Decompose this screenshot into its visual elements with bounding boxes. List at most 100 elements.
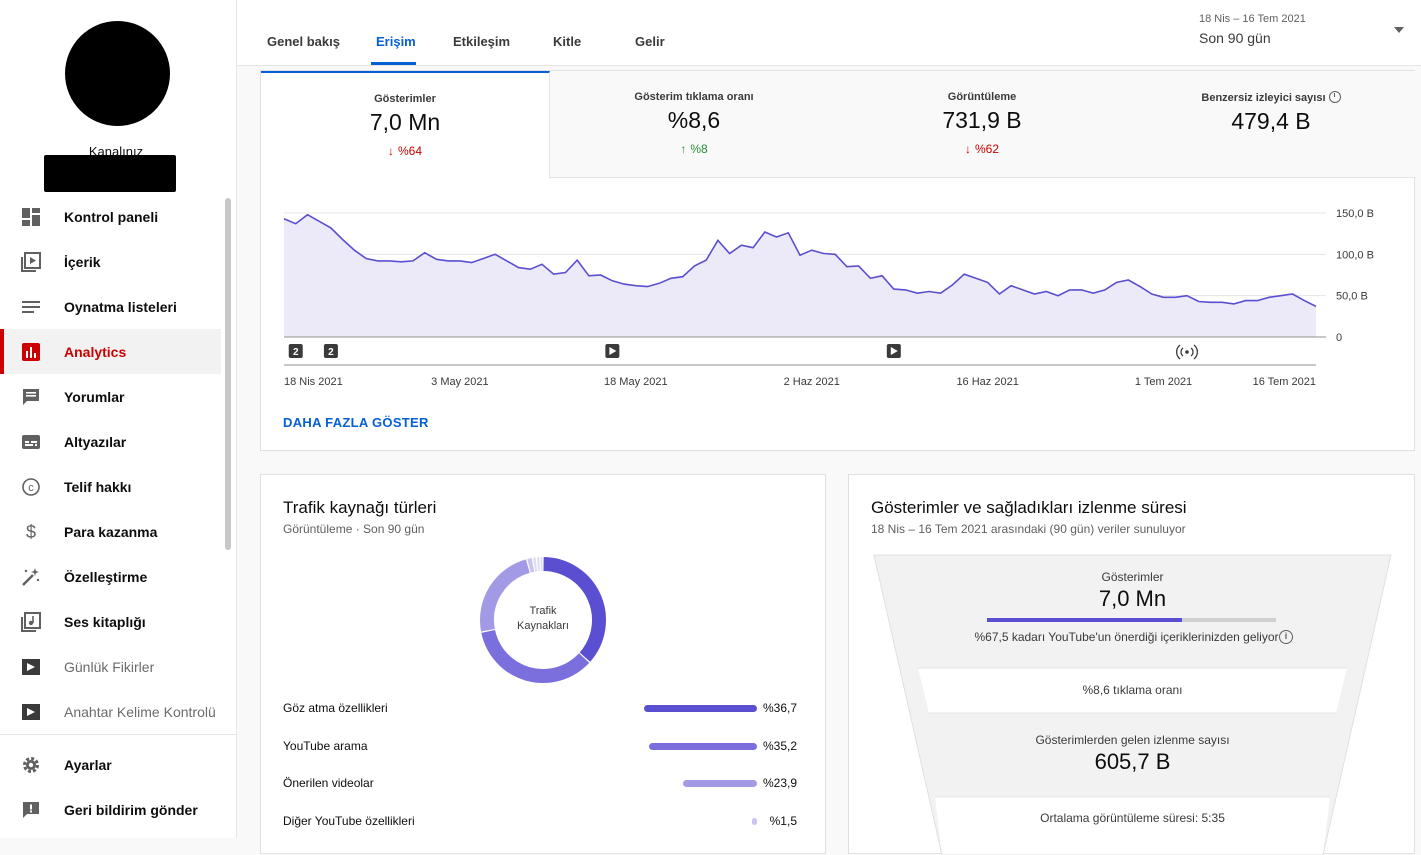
sidebar-scrollbar[interactable]	[225, 198, 231, 550]
traffic-source-value: %1,5	[770, 814, 797, 828]
metric-unique-viewers[interactable]: Benzersiz izleyici sayısı 479,4 B	[1126, 71, 1416, 178]
funnel-avg-duration: Ortalama görüntüleme süresi: 5:35	[849, 811, 1416, 825]
traffic-source-row[interactable]: Önerilen videolar%23,9	[283, 776, 805, 796]
metric-delta-value: %64	[398, 144, 422, 158]
channel-avatar[interactable]	[65, 21, 170, 126]
sidebar-item-label: Telif hakkı	[64, 479, 131, 495]
traffic-source-label: Diğer YouTube özellikleri	[283, 814, 415, 828]
sidebar-item-label: Altyazılar	[64, 434, 126, 450]
publish-count-icon[interactable]: 2	[324, 344, 338, 358]
metric-views[interactable]: Görüntüleme 731,9 B ↓%62	[838, 71, 1127, 178]
metric-label: Gösterimler	[261, 93, 549, 105]
sidebar-item-monetization[interactable]: $ Para kazanma	[0, 509, 221, 554]
y-tick-label: 150,0 B	[1336, 208, 1374, 220]
sidebar-item-copyright[interactable]: c Telif hakkı	[0, 464, 221, 509]
chevron-down-icon[interactable]	[1394, 27, 1404, 33]
metric-label-text: Benzersiz izleyici sayısı	[1201, 92, 1325, 104]
marker-count-label: 2	[293, 347, 299, 358]
svg-text:c: c	[28, 482, 34, 494]
sidebar-item-feedback[interactable]: Geri bildirim gönder	[0, 787, 221, 832]
sidebar-item-content[interactable]: İçerik	[0, 239, 221, 284]
funnel-impressions-value: 7,0 Mn	[849, 586, 1416, 612]
arrow-up-icon: ↑	[680, 142, 686, 156]
video-play-icon[interactable]	[605, 344, 619, 358]
sidebar-item-comments[interactable]: Yorumlar	[0, 374, 221, 419]
traffic-source-bar	[752, 818, 757, 825]
traffic-source-row[interactable]: YouTube arama %35,2	[283, 739, 805, 759]
metric-delta: ↓%64	[261, 144, 549, 158]
metric-delta-value: %8	[690, 142, 707, 156]
y-tick-label: 100,0 B	[1336, 249, 1374, 261]
metric-impressions[interactable]: Gösterimler 7,0 Mn ↓%64	[261, 71, 550, 178]
sidebar-item-keyword-check[interactable]: Anahtar Kelime Kontrolü	[0, 689, 221, 734]
comments-icon	[20, 386, 42, 408]
sidebar-item-label: Analytics	[64, 344, 126, 360]
metric-delta: ↑ %8	[550, 142, 838, 156]
traffic-source-card: Trafik kaynağı türleri Görüntüleme · Son…	[260, 474, 826, 854]
tab-audience[interactable]: Kitle	[553, 34, 581, 49]
analytics-tab-bar: Genel bakış Erişim Etkileşim Kitle Gelir…	[237, 0, 1421, 66]
sidebar-item-audio-library[interactable]: Ses kitaplığı	[0, 599, 221, 644]
publish-count-icon[interactable]: 2	[289, 344, 303, 358]
funnel-views-value: 605,7 B	[849, 749, 1416, 775]
tab-engagement[interactable]: Etkileşim	[453, 34, 510, 49]
svg-text:$: $	[26, 522, 36, 542]
sidebar-item-label: Ses kitaplığı	[64, 614, 146, 630]
tab-overview[interactable]: Genel bakış	[267, 34, 340, 49]
x-tick-label: 3 May 2021	[431, 376, 488, 388]
analytics-icon	[20, 341, 42, 363]
y-tick-label: 0	[1336, 332, 1342, 344]
metric-value: %8,6	[550, 107, 838, 134]
metric-label: Gösterim tıklama oranı	[550, 91, 838, 103]
sidebar: Kanalınız Kontrol paneli İçerik Oynatma …	[0, 0, 237, 838]
tab-revenue[interactable]: Gelir	[635, 34, 665, 49]
arrow-down-icon: ↓	[965, 142, 971, 156]
sidebar-item-daily-ideas[interactable]: Günlük Fikirler	[0, 644, 221, 689]
x-tick-label: 18 May 2021	[604, 376, 668, 388]
impressions-line-chart: 150,0 B 100,0 B 50,0 B 0 2 2 18 Nis 2021 3 May …	[261, 178, 1416, 408]
traffic-source-bar	[644, 705, 757, 712]
traffic-source-row[interactable]: Diğer YouTube özellikleri %1,5	[283, 814, 805, 834]
x-tick-label: 16 Tem 2021	[1253, 376, 1316, 388]
metric-ctr[interactable]: Gösterim tıklama oranı %8,6 ↑ %8	[550, 71, 839, 178]
traffic-source-row[interactable]: Göz atma özellikleri%36,7	[283, 701, 805, 721]
funnel-recommended-text: %67,5 kadarı YouTube'un önerdiği içerikl…	[849, 630, 1404, 644]
marker-count-label: 2	[328, 347, 334, 358]
funnel-impressions-label: Gösterimler	[849, 570, 1416, 584]
traffic-source-value: %36,7	[763, 701, 797, 715]
traffic-source-label: YouTube arama	[283, 739, 368, 753]
playlist-icon	[20, 296, 42, 318]
audio-library-icon	[20, 611, 42, 633]
feedback-icon	[20, 799, 42, 821]
reach-overview-card: Gösterimler 7,0 Mn ↓%64 Gösterim tıklama…	[260, 70, 1415, 451]
info-icon[interactable]: i	[1279, 630, 1293, 644]
date-range-text[interactable]: 18 Nis – 16 Tem 2021	[1199, 13, 1306, 25]
card-title: Gösterimler ve sağladıkları izlenme süre…	[871, 498, 1187, 518]
x-tick-label: 18 Nis 2021	[284, 376, 343, 388]
sidebar-item-playlists[interactable]: Oynatma listeleri	[0, 284, 221, 329]
sidebar-item-label: Günlük Fikirler	[64, 659, 154, 675]
sidebar-item-analytics[interactable]: Analytics	[0, 329, 221, 374]
channel-name-redacted	[44, 155, 176, 192]
sidebar-item-label: Anahtar Kelime Kontrolü	[64, 704, 216, 720]
date-period-select[interactable]: Son 90 gün	[1199, 30, 1271, 46]
sidebar-item-settings[interactable]: Ayarlar	[0, 742, 221, 787]
video-play-icon[interactable]	[887, 344, 901, 358]
y-tick-label: 50,0 B	[1336, 291, 1368, 303]
donut-slice[interactable]	[529, 565, 533, 566]
show-more-button[interactable]: DAHA FAZLA GÖSTER	[283, 415, 429, 430]
sidebar-item-customization[interactable]: Özelleştirme	[0, 554, 221, 599]
sidebar-item-dashboard[interactable]: Kontrol paneli	[0, 194, 221, 239]
tab-reach[interactable]: Erişim	[376, 34, 416, 49]
impressions-funnel-card: Gösterimler ve sağladıkları izlenme süre…	[848, 474, 1415, 854]
sidebar-item-label: Ayarlar	[64, 757, 112, 773]
sidebar-item-subtitles[interactable]: Altyazılar	[0, 419, 221, 464]
sidebar-item-label: Özelleştirme	[64, 569, 147, 585]
recommended-share-bar	[987, 618, 1182, 622]
sidebar-item-label: Kontrol paneli	[64, 209, 158, 225]
live-stream-icon[interactable]	[1177, 345, 1198, 359]
traffic-source-value: %35,2	[763, 739, 797, 753]
donut-slice[interactable]	[488, 631, 584, 676]
active-tab-indicator	[371, 62, 416, 65]
card-subtitle: 18 Nis – 16 Tem 2021 arasındaki (90 gün)…	[871, 522, 1186, 536]
